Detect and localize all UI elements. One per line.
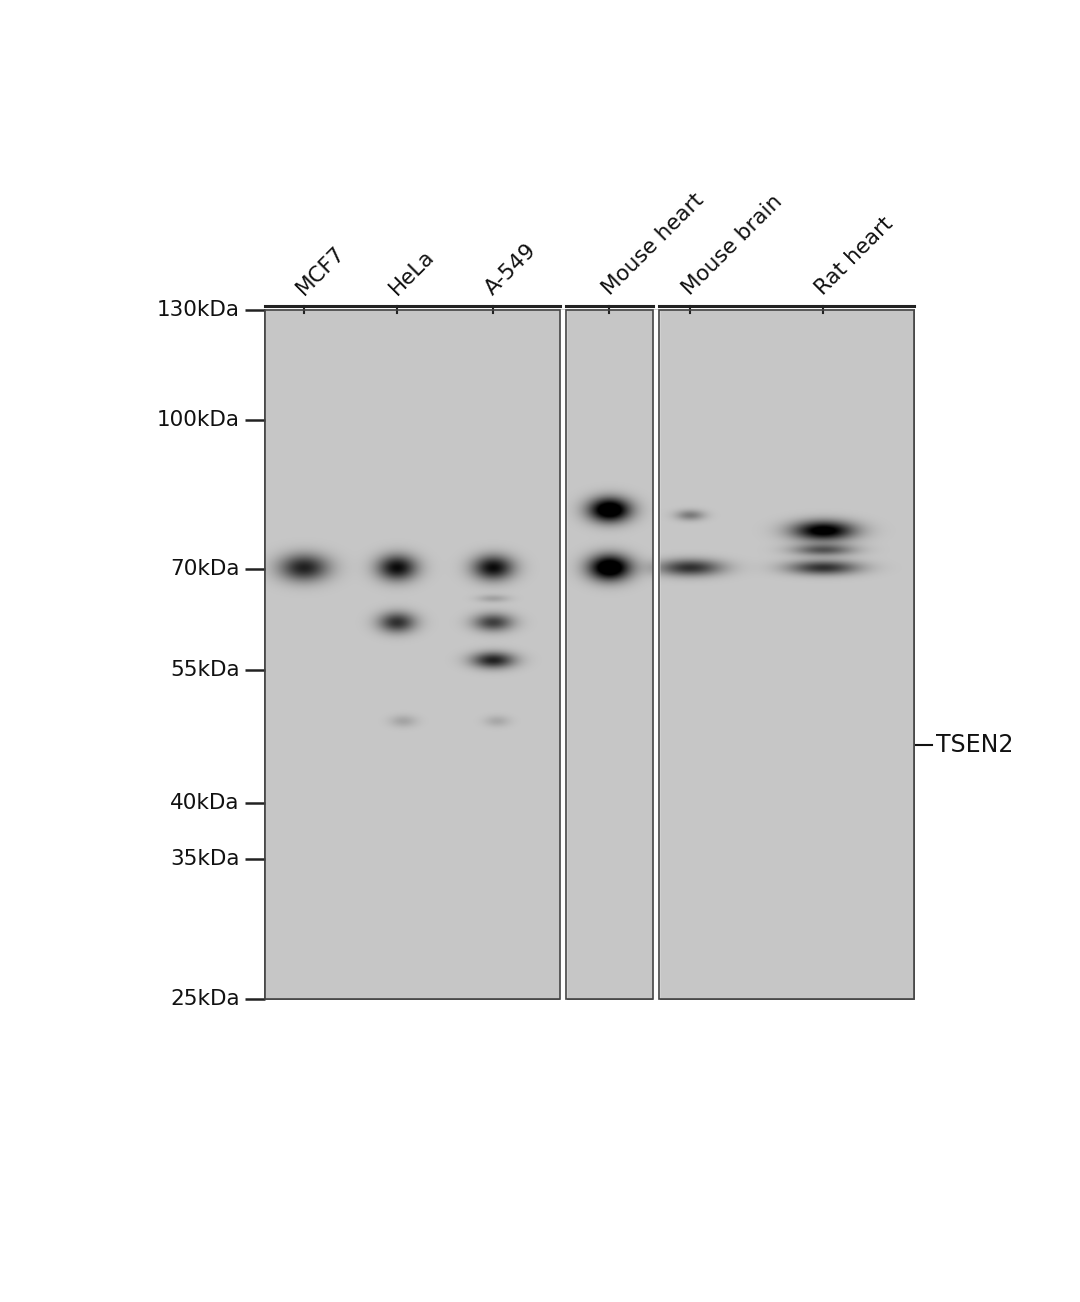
Bar <box>566 310 652 1000</box>
Bar <box>659 310 914 1000</box>
Text: 35kDa: 35kDa <box>171 849 240 868</box>
Text: Mouse brain: Mouse brain <box>679 191 786 298</box>
Text: 70kDa: 70kDa <box>171 559 240 579</box>
Text: TSEN2: TSEN2 <box>935 733 1013 756</box>
Text: HeLa: HeLa <box>386 246 438 298</box>
Text: MCF7: MCF7 <box>293 242 349 298</box>
Text: Rat heart: Rat heart <box>812 214 897 298</box>
Text: Mouse heart: Mouse heart <box>598 190 707 298</box>
Text: 130kDa: 130kDa <box>157 301 240 320</box>
Text: 25kDa: 25kDa <box>170 990 240 1009</box>
Text: 55kDa: 55kDa <box>170 660 240 680</box>
Text: A-549: A-549 <box>482 240 541 298</box>
Text: 40kDa: 40kDa <box>171 793 240 812</box>
Bar <box>566 310 652 1000</box>
Bar <box>266 310 559 1000</box>
Bar <box>266 310 559 1000</box>
Bar <box>659 310 914 1000</box>
Text: 100kDa: 100kDa <box>157 410 240 430</box>
